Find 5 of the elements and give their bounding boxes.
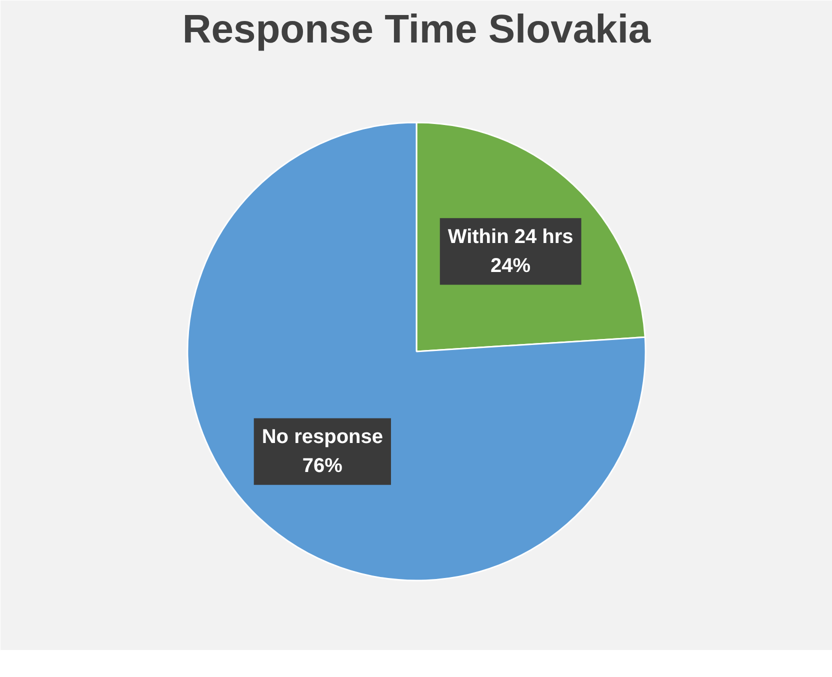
slice-label: No response bbox=[262, 426, 384, 448]
data-label: 76% bbox=[302, 454, 343, 477]
data-label: 24% bbox=[490, 254, 531, 277]
chart-title: Response Time Slovakia bbox=[182, 8, 652, 52]
slice-label: Within 24 hrs bbox=[448, 226, 574, 248]
